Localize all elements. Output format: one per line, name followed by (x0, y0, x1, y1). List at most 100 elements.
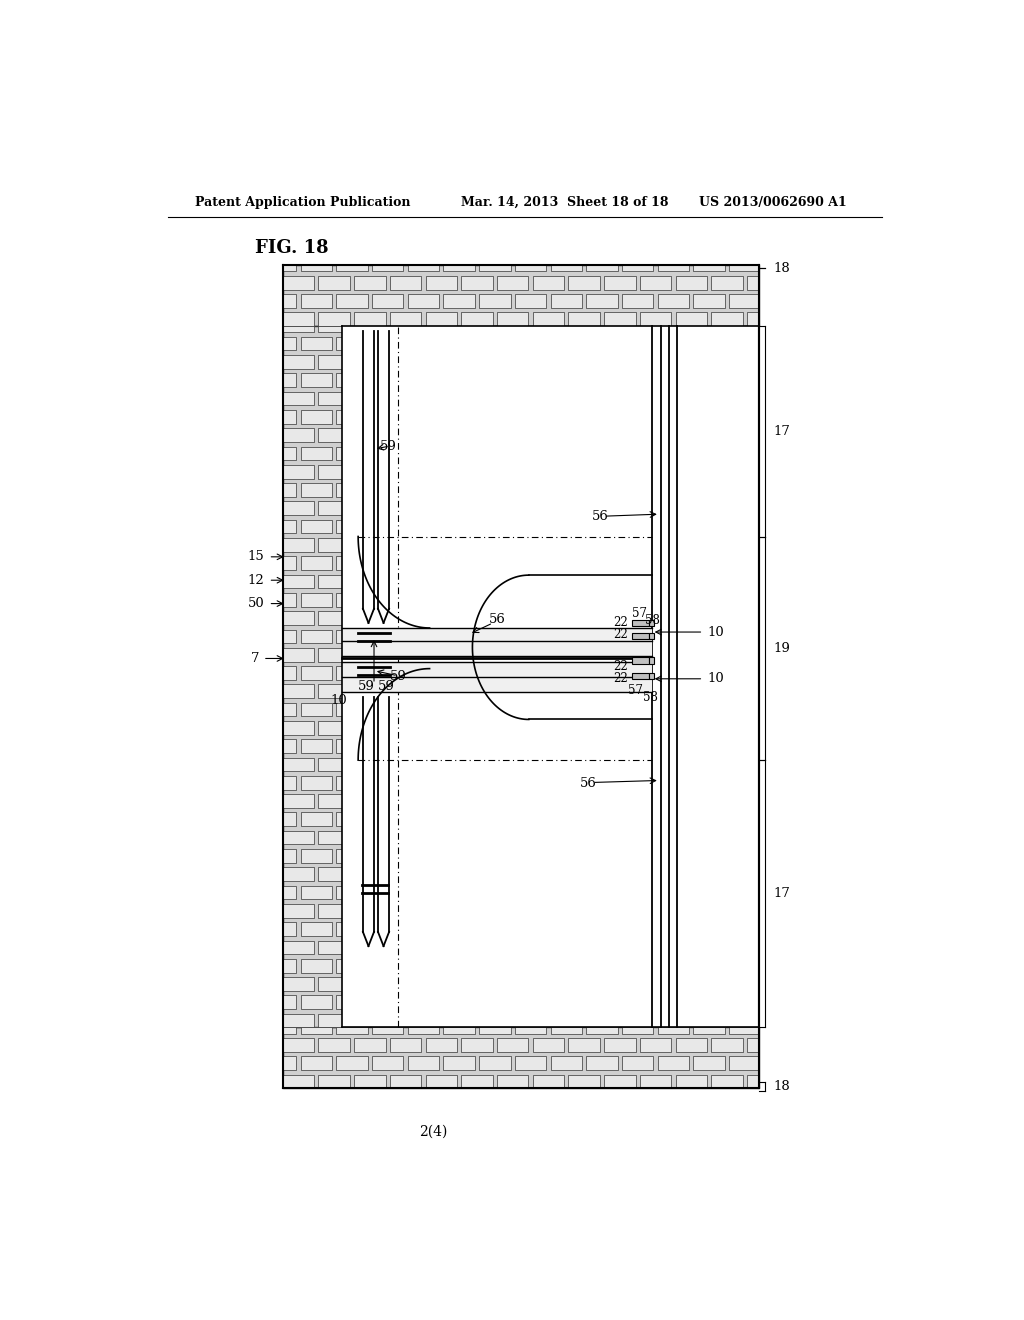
Text: 59: 59 (358, 680, 375, 693)
Bar (283, 886, 296, 899)
Bar (342, 326, 759, 1027)
Bar (283, 923, 296, 936)
Bar (283, 1038, 314, 1052)
Bar (461, 1074, 493, 1089)
Bar (283, 326, 314, 333)
Bar (283, 446, 296, 461)
Text: 10: 10 (331, 693, 347, 706)
Text: Mar. 14, 2013  Sheet 18 of 18: Mar. 14, 2013 Sheet 18 of 18 (461, 195, 669, 209)
Bar (354, 1038, 386, 1052)
Bar (479, 1027, 511, 1034)
Bar (283, 337, 296, 351)
Text: 10: 10 (708, 672, 724, 685)
Text: 2(4): 2(4) (420, 1125, 447, 1139)
Bar (283, 648, 314, 661)
Bar (283, 265, 296, 271)
Bar (729, 294, 759, 308)
Bar (318, 574, 342, 589)
Bar (318, 758, 342, 771)
Text: 17: 17 (773, 425, 791, 438)
Bar (283, 276, 314, 289)
Bar (551, 1056, 582, 1071)
Bar (426, 313, 457, 326)
Bar (283, 667, 296, 680)
Bar (515, 265, 547, 271)
Bar (443, 1056, 475, 1071)
Bar (551, 294, 582, 308)
Text: 19: 19 (773, 642, 791, 655)
Bar (336, 995, 342, 1008)
Bar (336, 923, 342, 936)
Bar (283, 721, 314, 735)
Bar (390, 313, 421, 326)
Bar (515, 1056, 547, 1071)
Bar (301, 812, 332, 826)
Bar (336, 630, 342, 643)
Bar (342, 661, 652, 692)
Bar (318, 1014, 342, 1027)
Bar (301, 520, 332, 533)
Bar (336, 411, 342, 424)
Bar (712, 313, 742, 326)
Bar (640, 1038, 672, 1052)
Bar (408, 1056, 439, 1071)
Bar (283, 849, 296, 863)
Bar (336, 849, 342, 863)
Bar (318, 1074, 350, 1089)
Bar (283, 904, 314, 917)
Bar (657, 265, 689, 271)
Bar (587, 1056, 617, 1071)
Bar (301, 294, 332, 308)
Bar (649, 634, 654, 639)
Bar (461, 313, 493, 326)
Text: 58: 58 (645, 614, 660, 627)
Bar (283, 830, 314, 845)
Bar (283, 574, 314, 589)
Bar (622, 1027, 653, 1034)
Bar (532, 1038, 564, 1052)
Bar (283, 1027, 296, 1034)
Bar (649, 620, 654, 626)
Bar (426, 1074, 457, 1089)
Bar (443, 265, 475, 271)
Bar (622, 294, 653, 308)
Bar (604, 1074, 636, 1089)
Bar (283, 739, 296, 752)
Bar (532, 1074, 564, 1089)
Text: 22: 22 (613, 627, 629, 640)
Text: US 2013/0062690 A1: US 2013/0062690 A1 (699, 195, 847, 209)
Bar (336, 1027, 368, 1034)
Bar (693, 1027, 725, 1034)
Bar (497, 1074, 528, 1089)
Bar (283, 812, 296, 826)
Bar (336, 812, 342, 826)
Text: 59: 59 (378, 680, 395, 693)
Bar (301, 630, 332, 643)
Bar (301, 411, 332, 424)
Bar (748, 1038, 759, 1052)
Bar (587, 265, 617, 271)
Bar (748, 1074, 759, 1089)
Bar (283, 502, 314, 515)
Bar (301, 958, 332, 973)
Bar (748, 276, 759, 289)
Bar (532, 313, 564, 326)
Bar (301, 739, 332, 752)
Bar (657, 1056, 689, 1071)
Bar (408, 1027, 439, 1034)
Bar (283, 483, 296, 496)
Bar (336, 776, 342, 789)
Text: 56: 56 (489, 614, 506, 627)
Bar (568, 313, 600, 326)
Bar (587, 294, 617, 308)
Bar (354, 276, 386, 289)
Bar (479, 294, 511, 308)
Bar (443, 294, 475, 308)
Text: 57: 57 (632, 607, 647, 620)
Bar (336, 337, 342, 351)
Bar (461, 276, 493, 289)
Bar (283, 520, 296, 533)
Bar (640, 1074, 672, 1089)
Bar (551, 265, 582, 271)
Text: Patent Application Publication: Patent Application Publication (196, 195, 411, 209)
